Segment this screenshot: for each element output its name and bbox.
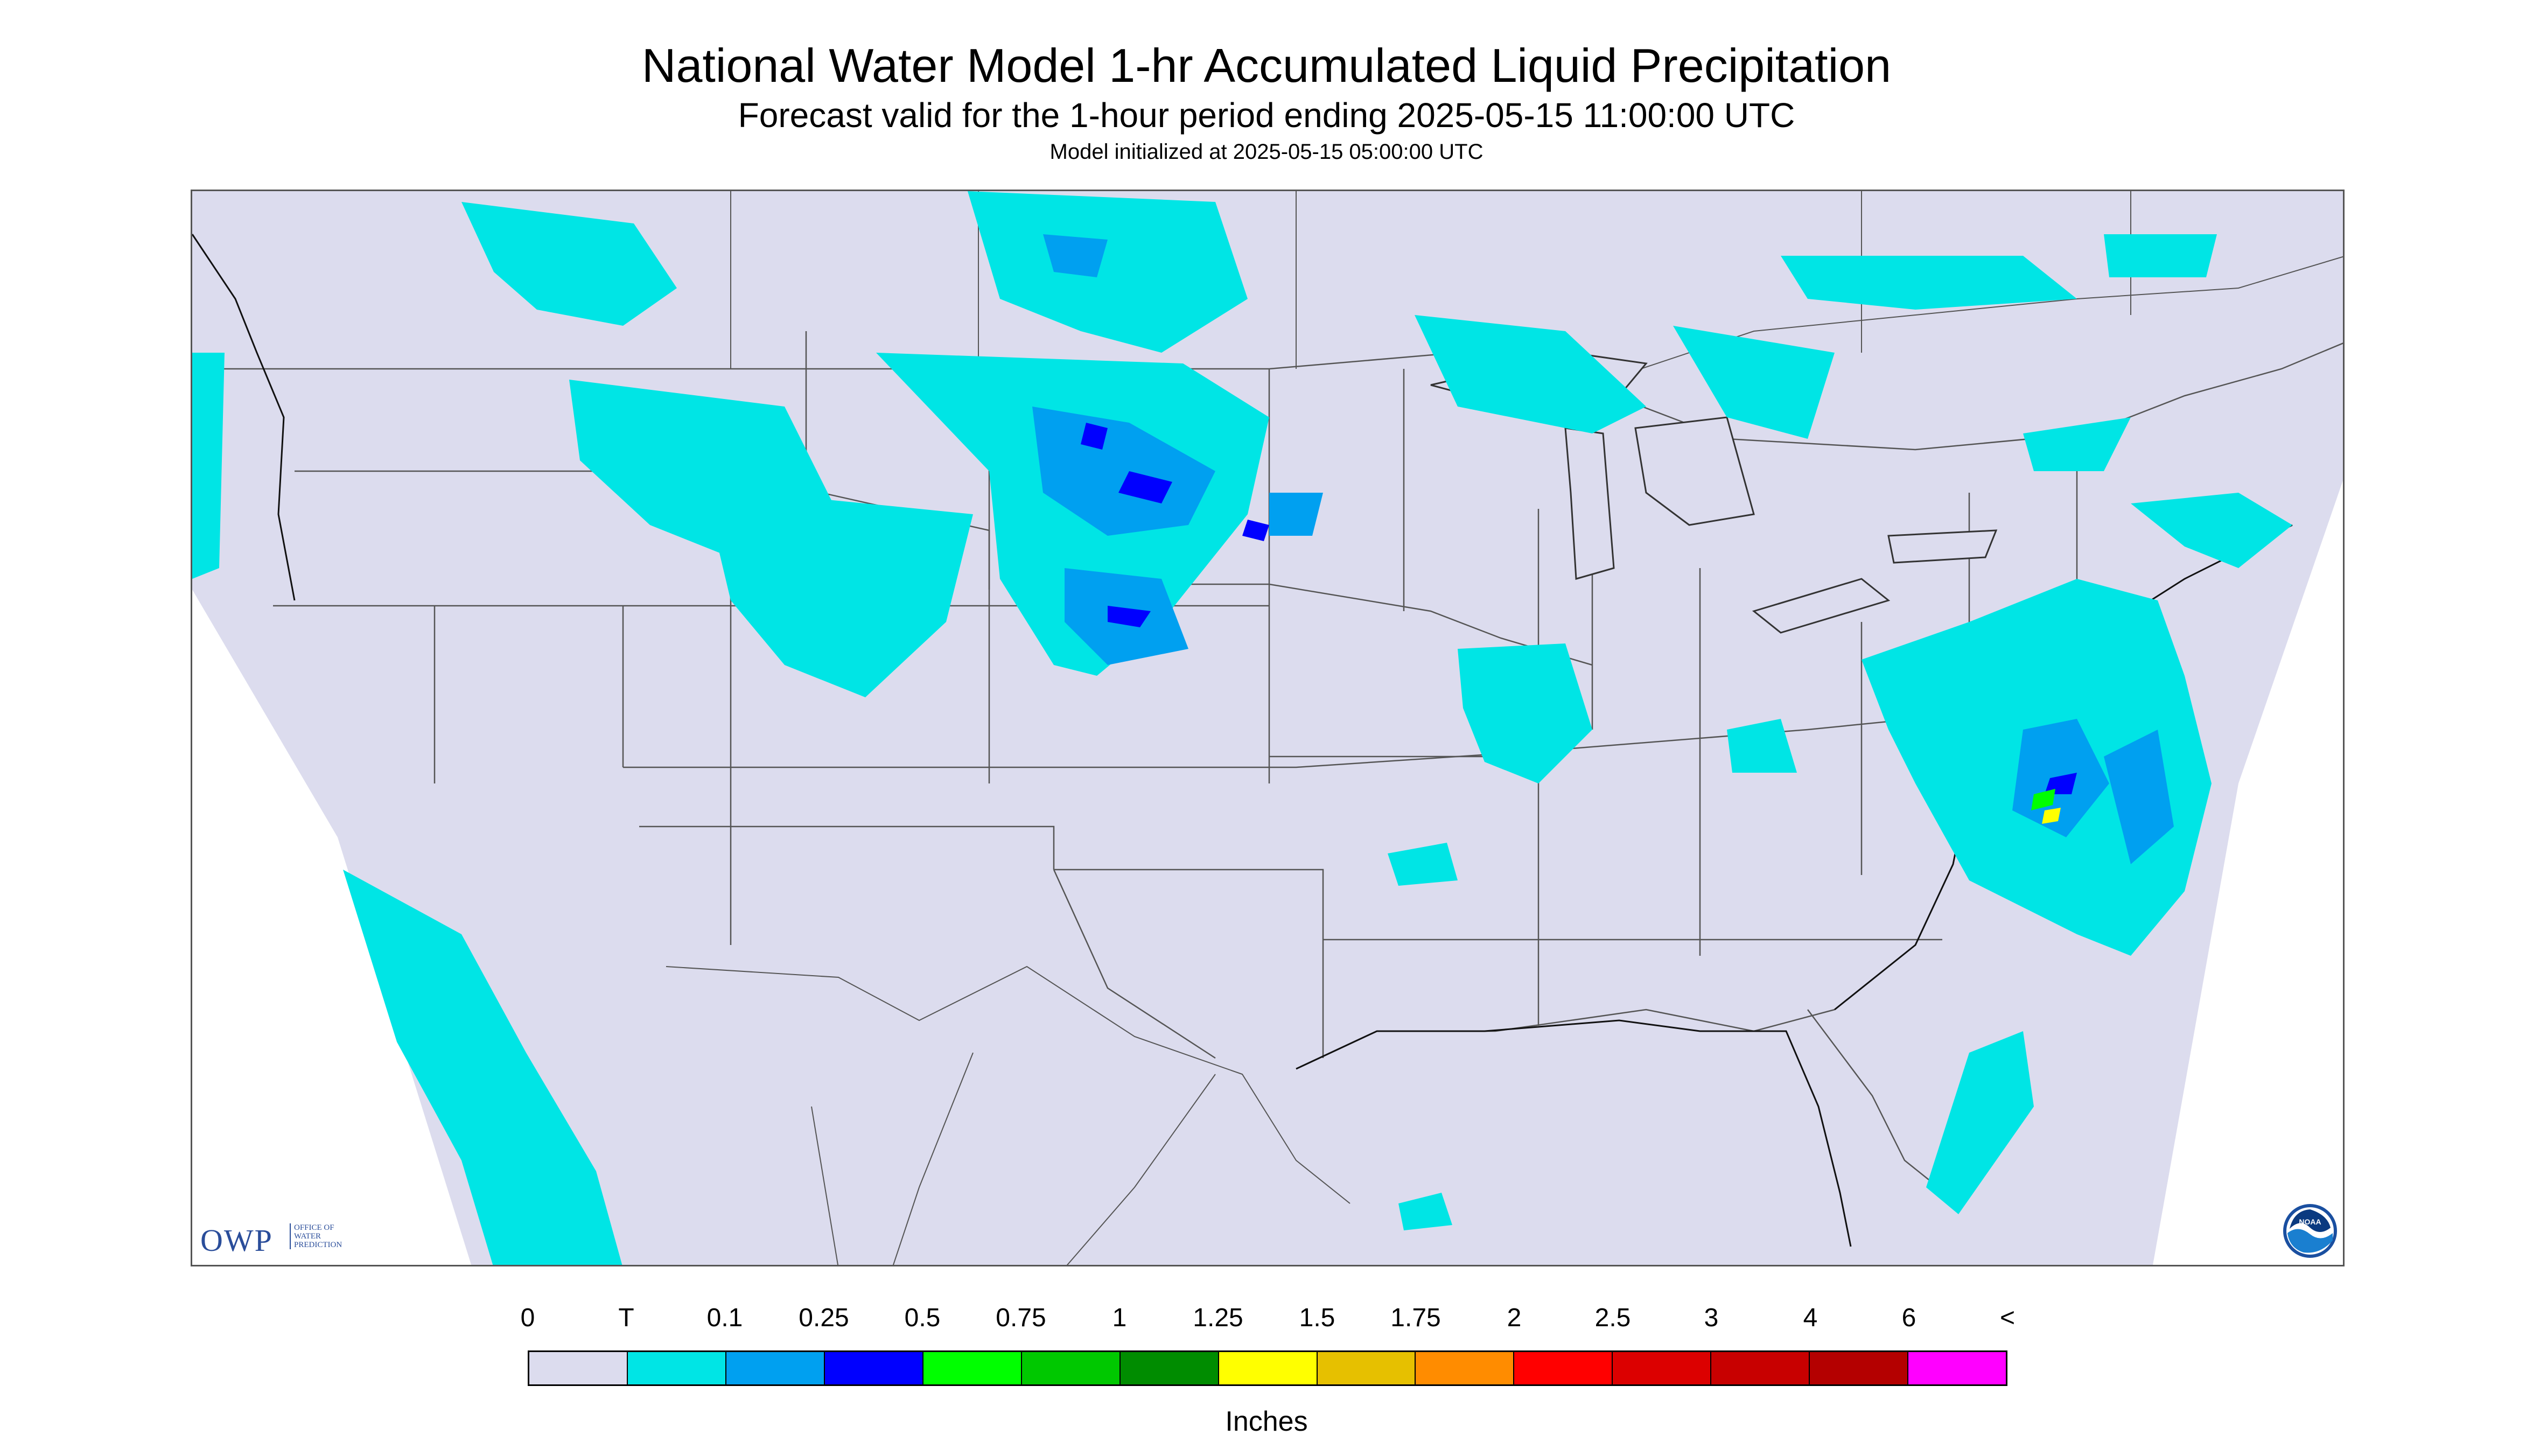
legend-label: 2 bbox=[1507, 1304, 1522, 1332]
legend-label: T bbox=[618, 1304, 634, 1332]
legend-label: 1.25 bbox=[1193, 1304, 1243, 1332]
legend-swatch bbox=[1514, 1352, 1613, 1384]
legend-swatch bbox=[1120, 1352, 1219, 1384]
map-canvas bbox=[192, 191, 2343, 1265]
map-title: National Water Model 1-hr Accumulated Li… bbox=[641, 39, 1892, 92]
legend-labels: 0 T 0.1 0.25 0.5 0.75 1 1.25 1.5 1.75 2 … bbox=[0, 1303, 2533, 1335]
legend-swatch bbox=[824, 1352, 923, 1384]
legend-label: 4 bbox=[1803, 1304, 1818, 1332]
precip-moderate bbox=[1081, 423, 2077, 794]
legend-swatch bbox=[726, 1352, 825, 1384]
legend-label: 1 bbox=[1112, 1304, 1127, 1332]
model-init-time: Model initialized at 2025-05-15 05:00:00… bbox=[1049, 140, 1484, 164]
precip-trace bbox=[192, 191, 2292, 1265]
legend-label: 0.75 bbox=[996, 1304, 1046, 1332]
owp-sub-line-3: PREDICTION bbox=[294, 1241, 342, 1249]
legend-swatch bbox=[1711, 1352, 1810, 1384]
legend-swatch bbox=[1317, 1352, 1416, 1384]
legend-swatch bbox=[1810, 1352, 1909, 1384]
noaa-logo-icon: NOAA bbox=[2282, 1203, 2338, 1259]
legend-swatch bbox=[1021, 1352, 1121, 1384]
legend-label: 0.25 bbox=[799, 1304, 849, 1332]
legend-swatch bbox=[627, 1352, 726, 1384]
legend-label: 2.5 bbox=[1594, 1304, 1631, 1332]
legend-swatch bbox=[923, 1352, 1022, 1384]
precipitation-map[interactable] bbox=[191, 190, 2345, 1266]
legend-swatch bbox=[529, 1352, 628, 1384]
legend-swatch bbox=[1219, 1352, 1318, 1384]
color-legend bbox=[528, 1350, 2007, 1386]
legend-swatch bbox=[1416, 1352, 1515, 1384]
precip-heavy bbox=[2031, 789, 2061, 824]
legend-label: 6 bbox=[1901, 1304, 1916, 1332]
legend-label: 0.1 bbox=[706, 1304, 743, 1332]
great-lakes bbox=[1430, 352, 1998, 634]
owp-logo-text: OWP bbox=[200, 1223, 273, 1258]
legend-label: 1.5 bbox=[1299, 1304, 1335, 1332]
legend-units: Inches bbox=[1225, 1406, 1308, 1437]
precip-light bbox=[1032, 234, 2174, 864]
legend-label: 3 bbox=[1704, 1304, 1719, 1332]
legend-swatch bbox=[1613, 1352, 1712, 1384]
legend-swatch bbox=[1908, 1352, 2006, 1384]
map-subtitle: Forecast valid for the 1-hour period end… bbox=[738, 96, 1795, 135]
owp-sub-line-2: WATER bbox=[294, 1232, 321, 1241]
international-borders bbox=[666, 191, 2343, 1265]
owp-sub-line-1: OFFICE OF bbox=[294, 1223, 334, 1232]
legend-label: 1.75 bbox=[1390, 1304, 1441, 1332]
legend-label: 0.5 bbox=[904, 1304, 941, 1332]
owp-logo: OWP OFFICE OF WATER PREDICTION bbox=[200, 1218, 373, 1261]
legend-label: 0 bbox=[520, 1304, 535, 1332]
noaa-logo-text: NOAA bbox=[2299, 1217, 2321, 1226]
owp-logo-subtext: OFFICE OF WATER PREDICTION bbox=[290, 1223, 364, 1249]
legend-label: < bbox=[1999, 1304, 2016, 1332]
